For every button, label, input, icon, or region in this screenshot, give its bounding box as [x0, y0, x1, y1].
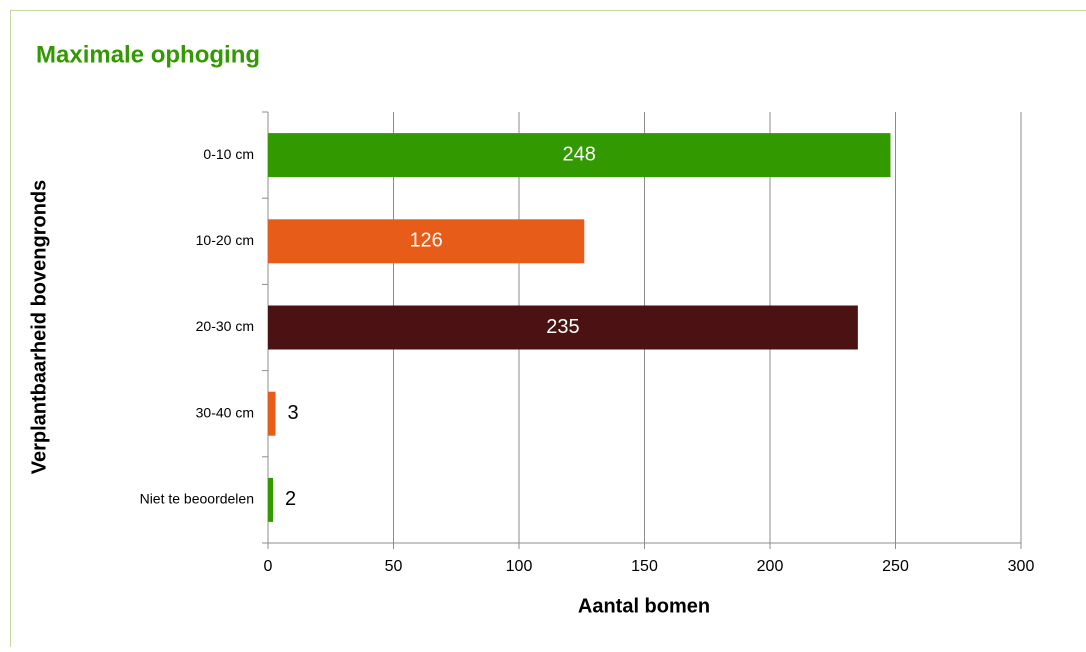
x-tick-label: 50	[385, 558, 403, 575]
y-tick-label: 20-30 cm	[196, 318, 254, 334]
x-tick-label: 150	[631, 558, 658, 575]
x-tick-label: 250	[882, 558, 909, 575]
y-axis-label: Verplantbaarheid bovengronds	[28, 180, 50, 475]
x-axis-label: Aantal bomen	[578, 595, 710, 617]
x-tick-label: 100	[506, 558, 533, 575]
x-tick-label: 200	[757, 558, 784, 575]
data-label: 2	[285, 488, 296, 510]
data-label: 3	[288, 402, 299, 424]
y-tick-label: Niet te beoordelen	[140, 491, 254, 507]
y-tick-label: 0-10 cm	[203, 146, 254, 162]
y-tick-label: 30-40 cm	[196, 404, 254, 420]
chart-title: Maximale ophoging	[36, 41, 260, 68]
y-tick-label: 10-20 cm	[196, 232, 254, 248]
x-tick-label: 300	[1008, 558, 1035, 575]
x-tick-label: 0	[264, 558, 273, 575]
bar	[268, 392, 276, 436]
data-label: 235	[546, 316, 579, 338]
data-label: 248	[563, 143, 596, 165]
bar	[268, 478, 273, 522]
data-label: 126	[409, 230, 442, 252]
